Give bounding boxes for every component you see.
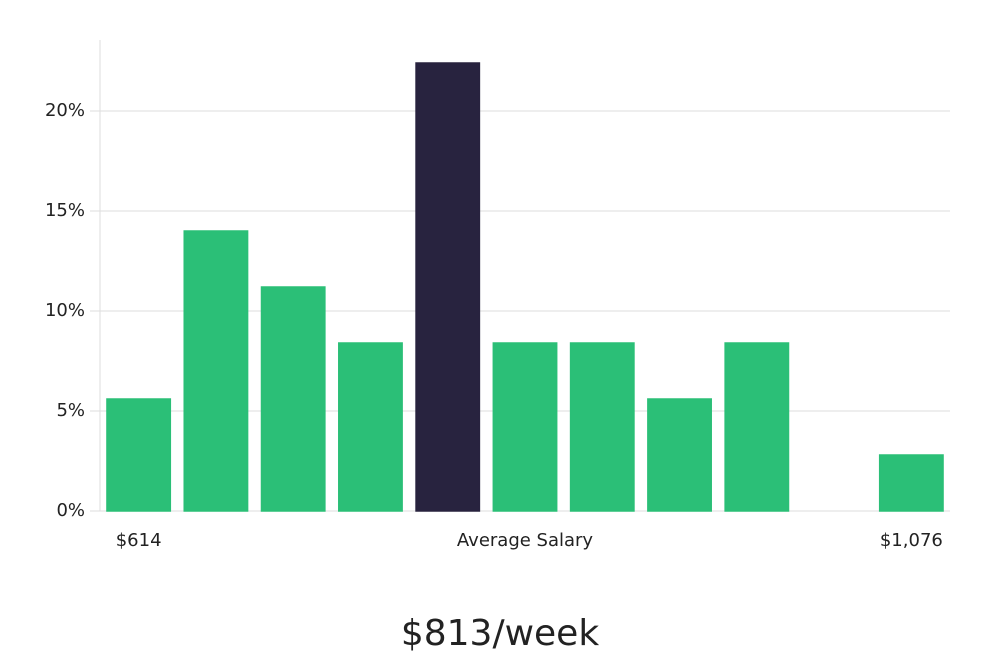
bar — [878, 454, 944, 512]
bar — [338, 342, 403, 512]
bar — [183, 230, 249, 512]
bar — [415, 62, 481, 512]
x-axis-label: Average Salary — [457, 530, 594, 551]
y-tick-label: 0% — [56, 500, 85, 521]
bar — [492, 342, 558, 512]
y-tick-label: 15% — [45, 200, 85, 221]
y-tick-label: 10% — [45, 300, 85, 321]
bar — [647, 398, 712, 512]
y-tick-label: 5% — [56, 400, 85, 421]
bar — [260, 286, 326, 512]
bar — [106, 398, 172, 512]
x-tick-label: $614 — [116, 530, 162, 551]
x-tick-label: $1,076 — [880, 530, 943, 551]
y-tick-label: 20% — [45, 100, 85, 121]
bar — [724, 342, 790, 512]
bar — [569, 342, 635, 512]
annotation: $813/week — [401, 613, 599, 654]
